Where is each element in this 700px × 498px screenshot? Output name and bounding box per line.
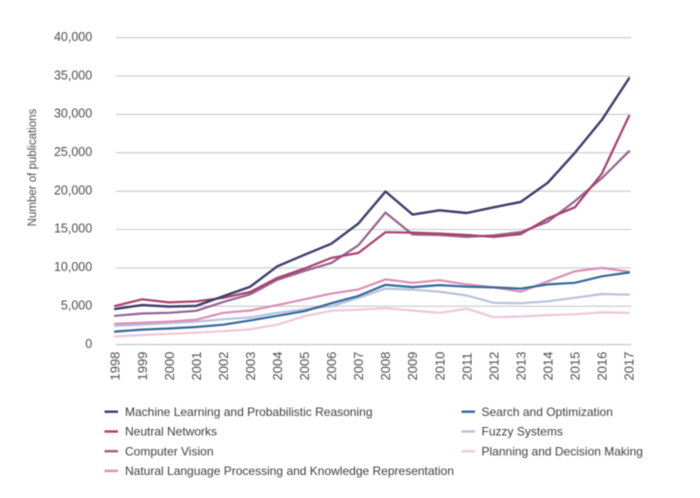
svg-text:2006: 2006 <box>324 352 339 381</box>
svg-text:2009: 2009 <box>405 352 420 381</box>
svg-text:10,000: 10,000 <box>54 260 92 274</box>
svg-text:Search and Optimization: Search and Optimization <box>482 405 613 419</box>
svg-text:Number of publications: Number of publications <box>27 108 39 226</box>
svg-text:2013: 2013 <box>514 352 529 381</box>
svg-text:Fuzzy Systems: Fuzzy Systems <box>482 425 563 439</box>
svg-text:5,000: 5,000 <box>61 298 92 312</box>
svg-text:1999: 1999 <box>135 352 150 381</box>
svg-text:2017: 2017 <box>622 352 637 381</box>
svg-text:2011: 2011 <box>459 353 474 381</box>
svg-text:40,000: 40,000 <box>54 30 92 44</box>
svg-text:Natural Language Processing an: Natural Language Processing and Knowledg… <box>125 464 454 478</box>
svg-text:2001: 2001 <box>189 352 204 381</box>
svg-text:2008: 2008 <box>378 352 393 381</box>
svg-text:0: 0 <box>85 337 92 351</box>
svg-text:2016: 2016 <box>595 352 610 381</box>
svg-text:2010: 2010 <box>432 352 447 381</box>
svg-text:30,000: 30,000 <box>54 107 92 121</box>
svg-text:Planning and Decision Making: Planning and Decision Making <box>482 444 643 458</box>
svg-text:2003: 2003 <box>243 352 258 381</box>
svg-text:2007: 2007 <box>351 352 366 381</box>
svg-text:20,000: 20,000 <box>54 183 92 197</box>
svg-text:Neutral Networks: Neutral Networks <box>125 425 217 439</box>
svg-text:2012: 2012 <box>486 352 501 381</box>
svg-text:2002: 2002 <box>216 352 231 381</box>
svg-text:Computer Vision: Computer Vision <box>125 444 214 458</box>
svg-text:2005: 2005 <box>297 352 312 381</box>
svg-text:1998: 1998 <box>108 352 123 381</box>
svg-text:Machine Learning and Probabili: Machine Learning and Probabilistic Reaso… <box>125 405 373 419</box>
svg-text:2015: 2015 <box>568 352 583 381</box>
svg-text:2004: 2004 <box>270 352 285 381</box>
svg-text:15,000: 15,000 <box>54 222 92 236</box>
svg-text:2000: 2000 <box>162 352 177 381</box>
svg-text:25,000: 25,000 <box>54 145 92 159</box>
svg-text:2014: 2014 <box>541 352 556 381</box>
svg-text:35,000: 35,000 <box>54 68 92 82</box>
